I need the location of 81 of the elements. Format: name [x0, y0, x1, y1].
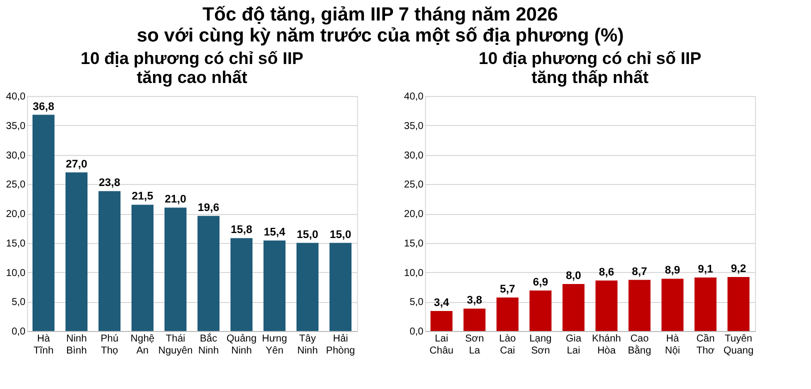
- x-tick-label: Hưng Yên: [262, 334, 288, 356]
- data-label: 3,8: [466, 294, 482, 307]
- chart-title: 10 địa phương có chỉ số IIP tăng thấp nhất: [478, 49, 702, 87]
- bar: [296, 242, 318, 331]
- x-tick-label: Hà Tĩnh: [33, 334, 54, 356]
- data-label: 8,7: [632, 266, 648, 278]
- y-tick-label: 10,0: [404, 268, 424, 279]
- data-label: 23,8: [98, 177, 120, 190]
- data-label: 5,7: [500, 284, 516, 296]
- bar: [132, 204, 154, 331]
- bar: [98, 191, 120, 331]
- y-tick-label: 25,0: [404, 180, 424, 191]
- x-tick-label: Ninh Bình: [66, 334, 87, 356]
- x-tick-label: Quảng Ninh: [226, 334, 257, 356]
- y-tick-label: 15,0: [6, 238, 26, 250]
- data-label: 27,0: [66, 158, 88, 170]
- bar: [464, 308, 486, 331]
- data-label: 15,0: [330, 228, 352, 241]
- bar: [596, 280, 618, 331]
- data-label: 36,8: [32, 100, 54, 113]
- chart-title: 10 địa phương có chỉ số IIP tăng cao nhất: [80, 49, 304, 87]
- data-label: 21,0: [164, 194, 186, 206]
- y-tick-label: 15,0: [404, 238, 424, 250]
- bar: [728, 276, 750, 331]
- bar: [230, 238, 252, 331]
- bar: [628, 280, 650, 331]
- bar: [32, 114, 54, 331]
- data-label: 6,9: [532, 276, 548, 288]
- y-tick-label: 0,0: [12, 326, 26, 338]
- y-tick-label: 20,0: [404, 209, 424, 220]
- y-tick-label: 40,0: [404, 92, 424, 102]
- data-label: 8,0: [566, 270, 582, 282]
- x-tick-label: Lạng Sơn: [529, 334, 552, 356]
- data-label: 15,4: [264, 226, 286, 239]
- y-tick-label: 25,0: [6, 180, 26, 191]
- data-label: 8,6: [598, 266, 614, 278]
- x-tick-label: Tây Ninh: [297, 334, 318, 356]
- bar: [430, 311, 452, 331]
- bar: [198, 216, 220, 331]
- y-tick-label: 35,0: [6, 120, 26, 132]
- y-tick-label: 30,0: [6, 150, 26, 162]
- data-label: 8,9: [664, 264, 680, 277]
- x-tick-label: Gia Lai: [566, 334, 582, 356]
- x-tick-label: Nghệ An: [130, 334, 155, 356]
- bar: [66, 172, 88, 331]
- x-tick-label: Hải Phòng: [326, 334, 355, 356]
- bar: [264, 240, 286, 331]
- y-tick-label: 5,0: [12, 297, 26, 308]
- y-tick-label: 10,0: [6, 268, 26, 279]
- x-tick-label: Khánh Hòa: [592, 334, 621, 356]
- y-tick-label: 0,0: [410, 326, 424, 338]
- y-tick-label: 30,0: [404, 150, 424, 162]
- data-label: 9,1: [698, 264, 714, 276]
- x-tick-label: Bắc Ninh: [198, 332, 219, 356]
- x-tick-label: Thái Nguyên: [158, 334, 193, 356]
- x-tick-label: Phú Thọ: [100, 334, 119, 356]
- y-tick-label: 40,0: [6, 92, 26, 102]
- x-tick-label: Cần Thơ: [696, 334, 716, 356]
- bar: [496, 298, 518, 331]
- bar: [530, 290, 552, 331]
- x-tick-label: Lào Cai: [499, 334, 516, 356]
- y-tick-label: 35,0: [404, 120, 424, 132]
- bar: [694, 278, 716, 331]
- data-label: 15,0: [296, 228, 318, 241]
- x-tick-label: Hà Nội: [664, 334, 680, 356]
- bar: [164, 208, 186, 331]
- data-label: 21,5: [132, 190, 154, 203]
- bar: [662, 278, 684, 331]
- x-tick-label: Sơn La: [465, 334, 484, 356]
- data-label: 15,8: [230, 224, 252, 236]
- bar: [330, 242, 352, 331]
- data-label: 19,6: [198, 202, 220, 214]
- data-label: 9,2: [730, 262, 746, 275]
- x-tick-label: Cao Bằng: [628, 334, 652, 356]
- y-tick-label: 5,0: [410, 297, 424, 308]
- x-tick-label: Lai Châu: [430, 334, 454, 356]
- text: Tốc độ tăng, giảm IIP 7 tháng năm 2026 so với cùng kỳ năm trước của một số địa phương (%): [136, 4, 624, 46]
- data-label: 3,4: [434, 297, 450, 310]
- x-tick-label: Tuyên Quang: [723, 334, 754, 356]
- y-tick-label: 20,0: [6, 209, 26, 220]
- bar: [562, 284, 584, 331]
